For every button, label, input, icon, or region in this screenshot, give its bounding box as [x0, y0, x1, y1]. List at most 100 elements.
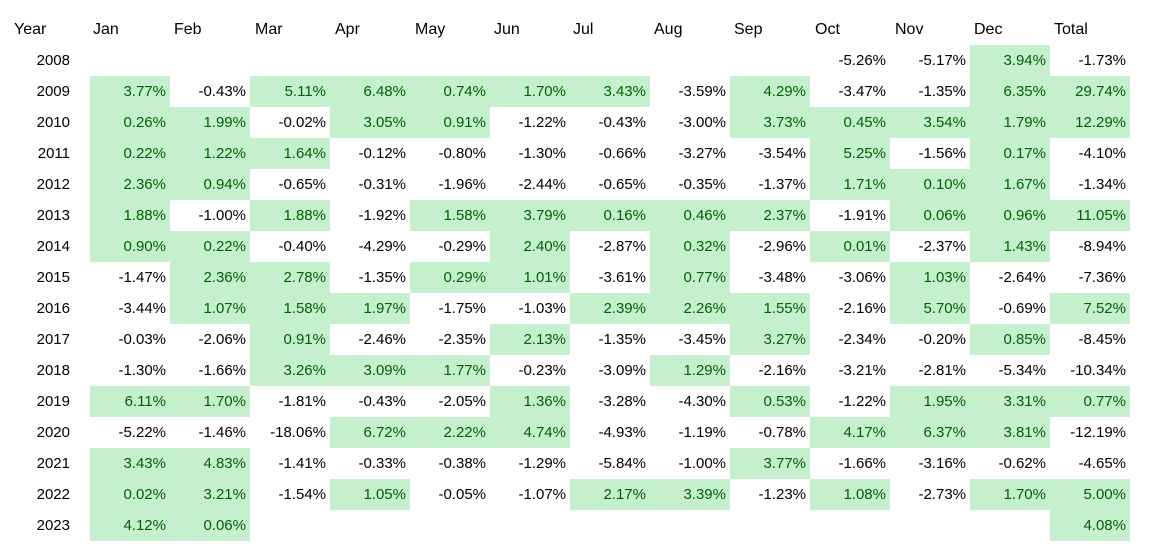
return-cell: 0.96%	[970, 200, 1050, 231]
total-cell: 7.52%	[1050, 293, 1130, 324]
return-cell: -1.75%	[438, 300, 486, 317]
return-cell: 0.46%	[650, 200, 730, 231]
column-header-year: Year	[14, 21, 47, 38]
return-cell: 0.16%	[570, 200, 650, 231]
year-label: 2008	[36, 52, 70, 69]
return-cell: 2.39%	[570, 293, 650, 324]
return-cell: -5.84%	[598, 455, 646, 472]
return-cell: -1.35%	[598, 331, 646, 348]
return-cell: 0.32%	[650, 231, 730, 262]
return-cell: 1.55%	[730, 293, 810, 324]
total-cell: -8.45%	[1078, 331, 1126, 348]
return-cell: -1.81%	[278, 393, 326, 410]
return-cell: -0.23%	[518, 362, 566, 379]
return-cell: -1.23%	[758, 486, 806, 503]
column-header-jun: Jun	[494, 21, 520, 38]
return-cell: -3.59%	[678, 83, 726, 100]
return-cell: 1.58%	[410, 200, 490, 231]
return-cell: 1.58%	[250, 293, 330, 324]
return-cell: 0.85%	[970, 324, 1050, 355]
year-label: 2018	[36, 362, 70, 379]
return-cell: 3.54%	[890, 107, 970, 138]
return-cell: -1.22%	[518, 114, 566, 131]
return-cell: 0.02%	[90, 479, 170, 510]
year-label: 2016	[36, 300, 70, 317]
return-cell: 3.09%	[330, 355, 410, 386]
return-cell: 1.07%	[170, 293, 250, 324]
return-cell: 1.36%	[490, 386, 570, 417]
return-cell: 1.70%	[970, 479, 1050, 510]
return-cell: -2.16%	[838, 300, 886, 317]
return-cell: 3.43%	[570, 76, 650, 107]
return-cell: -0.03%	[118, 331, 166, 348]
return-cell: -0.02%	[278, 114, 326, 131]
return-cell: 1.95%	[890, 386, 970, 417]
return-cell: 0.94%	[170, 169, 250, 200]
return-cell: -3.44%	[118, 300, 166, 317]
return-cell: 1.22%	[170, 138, 250, 169]
return-cell: -2.44%	[518, 176, 566, 193]
return-cell: -0.38%	[438, 455, 486, 472]
year-label: 2022	[36, 486, 70, 503]
column-header-aug: Aug	[654, 21, 683, 38]
return-cell: -2.06%	[198, 331, 246, 348]
return-cell: -1.00%	[198, 207, 246, 224]
return-cell: 1.99%	[170, 107, 250, 138]
year-label: 2011	[37, 145, 70, 162]
return-cell: -1.30%	[518, 145, 566, 162]
return-cell: -2.16%	[758, 362, 806, 379]
return-cell: 1.67%	[970, 169, 1050, 200]
return-cell: -1.37%	[758, 176, 806, 193]
return-cell: 0.06%	[890, 200, 970, 231]
return-cell: 4.12%	[90, 510, 170, 541]
return-cell: 2.78%	[250, 262, 330, 293]
return-cell: -5.26%	[838, 52, 886, 69]
return-cell: -1.19%	[678, 424, 726, 441]
return-cell: -1.22%	[838, 393, 886, 410]
return-cell: 3.27%	[730, 324, 810, 355]
total-cell: 12.29%	[1050, 107, 1130, 138]
return-cell: -1.30%	[118, 362, 166, 379]
return-cell: -3.28%	[598, 393, 646, 410]
return-cell: -3.16%	[918, 455, 966, 472]
return-cell: -3.45%	[678, 331, 726, 348]
return-cell: -1.54%	[278, 486, 326, 503]
return-cell: -4.30%	[678, 393, 726, 410]
return-cell: 6.37%	[890, 417, 970, 448]
total-cell: -1.34%	[1078, 176, 1126, 193]
return-cell: 3.94%	[970, 45, 1050, 76]
return-cell: -0.43%	[598, 114, 646, 131]
return-cell: -0.05%	[438, 486, 486, 503]
column-header-nov: Nov	[895, 21, 924, 38]
return-cell: -1.41%	[278, 455, 326, 472]
column-header-feb: Feb	[174, 21, 202, 38]
return-cell: 2.17%	[570, 479, 650, 510]
return-cell: -0.33%	[358, 455, 406, 472]
return-cell: 1.77%	[410, 355, 490, 386]
return-cell: -1.35%	[918, 83, 966, 100]
return-cell: -18.06%	[270, 424, 326, 441]
return-cell: -2.05%	[438, 393, 486, 410]
column-header-jul: Jul	[573, 21, 594, 38]
return-cell: -2.46%	[358, 331, 406, 348]
year-label: 2012	[36, 176, 70, 193]
return-cell: 1.70%	[490, 76, 570, 107]
return-cell: 1.05%	[330, 479, 410, 510]
return-cell: 0.74%	[410, 76, 490, 107]
total-cell: -10.34%	[1070, 362, 1126, 379]
total-cell: -7.36%	[1078, 269, 1126, 286]
total-cell: 11.05%	[1050, 200, 1130, 231]
return-cell: 1.43%	[970, 231, 1050, 262]
return-cell: -1.91%	[838, 207, 886, 224]
return-cell: -4.93%	[598, 424, 646, 441]
return-cell: -3.61%	[598, 269, 646, 286]
return-cell: 1.08%	[810, 479, 890, 510]
return-cell: -0.62%	[998, 455, 1046, 472]
year-label: 2017	[36, 331, 70, 348]
total-cell: -4.10%	[1078, 145, 1126, 162]
return-cell: 2.13%	[490, 324, 570, 355]
return-cell: -1.66%	[838, 455, 886, 472]
year-label: 2014	[36, 238, 70, 255]
column-header-sep: Sep	[734, 21, 763, 38]
total-cell: 5.00%	[1050, 479, 1130, 510]
